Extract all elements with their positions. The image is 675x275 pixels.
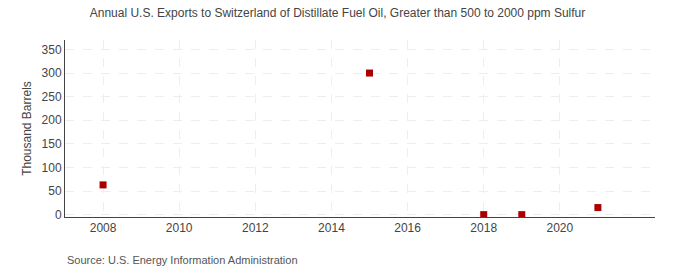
svg-text:Source: U.S. Energy Informatio: Source: U.S. Energy Information Administ… [67,254,298,266]
svg-text:150: 150 [42,137,62,151]
svg-text:50: 50 [48,184,62,198]
svg-text:0: 0 [55,208,62,222]
svg-text:Thousand Barrels: Thousand Barrels [20,81,34,176]
svg-text:Annual U.S. Exports to Switzer: Annual U.S. Exports to Switzerland of Di… [90,6,586,20]
svg-text:2016: 2016 [394,221,421,235]
svg-text:2018: 2018 [470,221,497,235]
svg-text:2014: 2014 [318,221,345,235]
svg-text:2020: 2020 [546,221,573,235]
svg-text:350: 350 [42,43,62,57]
svg-text:200: 200 [42,113,62,127]
svg-text:300: 300 [42,66,62,80]
svg-text:250: 250 [42,90,62,104]
svg-text:2010: 2010 [166,221,193,235]
svg-text:2008: 2008 [90,221,117,235]
svg-text:2012: 2012 [242,221,269,235]
svg-text:100: 100 [42,161,62,175]
